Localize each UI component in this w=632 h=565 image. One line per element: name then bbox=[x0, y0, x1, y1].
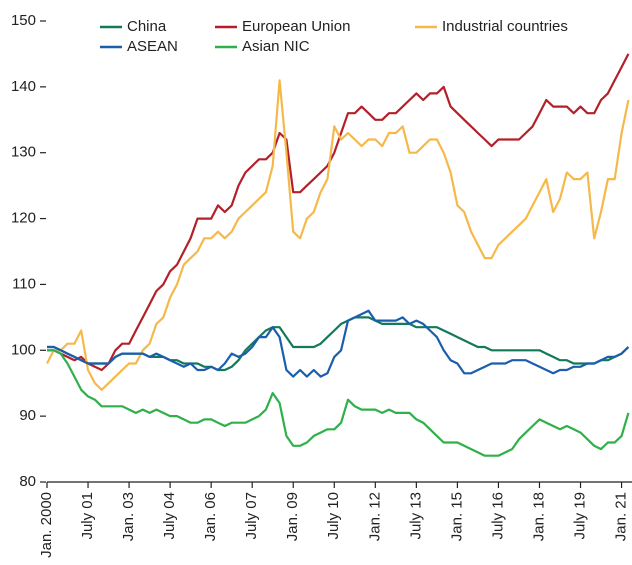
x-tick-label: Jan. 18 bbox=[530, 492, 547, 541]
x-tick-label: July 04 bbox=[161, 492, 178, 540]
y-tick-label: 130 bbox=[11, 144, 36, 161]
x-tick-label: Jan. 2000 bbox=[38, 492, 55, 558]
series-line bbox=[47, 316, 630, 372]
x-tick-label: Jan. 06 bbox=[202, 492, 219, 541]
x-tick-label: July 16 bbox=[489, 492, 506, 540]
series-line bbox=[47, 349, 630, 457]
x-tick-label: July 10 bbox=[325, 492, 342, 540]
y-tick-label: 90 bbox=[19, 407, 36, 424]
x-tick-label: July 07 bbox=[243, 492, 260, 540]
x-tick-label: July 13 bbox=[407, 492, 424, 540]
legend-label: Asian NIC bbox=[242, 38, 310, 55]
y-tick-label: 150 bbox=[11, 12, 36, 29]
y-tick-label: 120 bbox=[11, 210, 36, 227]
x-tick-label: July 01 bbox=[79, 492, 96, 540]
legend-label: ASEAN bbox=[127, 38, 178, 55]
x-tick-label: Jan. 15 bbox=[448, 492, 465, 541]
y-tick-label: 100 bbox=[11, 341, 36, 358]
legend-label: European Union bbox=[242, 18, 350, 35]
y-tick-label: 110 bbox=[12, 275, 36, 292]
y-tick-label: 80 bbox=[19, 473, 36, 490]
x-tick-label: July 19 bbox=[571, 492, 588, 540]
x-tick-label: Jan. 09 bbox=[284, 492, 301, 541]
series-line bbox=[46, 79, 630, 391]
series-line bbox=[47, 309, 630, 378]
legend-label: China bbox=[127, 18, 167, 35]
legend-label: Industrial countries bbox=[442, 18, 568, 35]
x-tick-label: Jan. 12 bbox=[366, 492, 383, 541]
x-tick-label: Jan. 03 bbox=[120, 492, 137, 541]
y-tick-label: 140 bbox=[11, 78, 36, 95]
x-tick-label: Jan. 21 bbox=[613, 492, 630, 541]
series-line bbox=[47, 53, 630, 372]
